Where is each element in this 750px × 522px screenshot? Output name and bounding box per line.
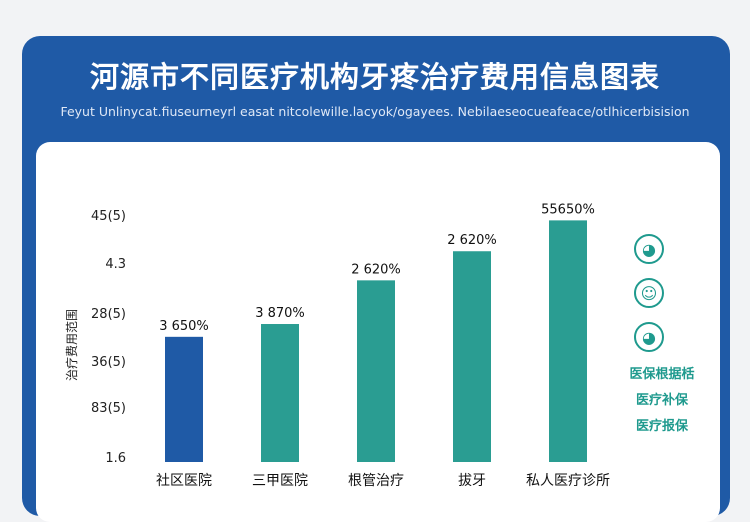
legend: ◕ ☺ ◕ 医保根据栝 医疗补保 医疗报保 [606, 234, 718, 444]
tooth-icon: ◕ [634, 234, 664, 264]
legend-label-3: 医疗报保 [635, 419, 688, 434]
bar-value-label-4: 2 620% [447, 233, 497, 248]
bar-value-label-2: 3 870% [255, 306, 305, 321]
y-axis-label: 治疗费用范围 [65, 309, 79, 381]
x-tick-label-3: 根管治疗 [348, 473, 404, 489]
bar-3 [357, 280, 395, 462]
bar-value-label-5: 55650% [541, 202, 595, 217]
bar-5 [549, 220, 587, 462]
y-tick-label-5: 4.3 [105, 257, 126, 272]
y-tick-label-1: 1.6 [105, 451, 126, 466]
dental-care-icon: ◕ [634, 322, 664, 352]
bar-value-label-1: 3 650% [159, 319, 209, 334]
x-tick-label-5: 私人医疗诊所 [526, 473, 610, 489]
y-tick-label-2: 83(5) [91, 401, 126, 416]
bar-2 [261, 324, 299, 462]
y-tick-label-4: 28(5) [91, 307, 126, 322]
x-tick-label-2: 三甲医院 [252, 473, 308, 489]
bar-value-label-3: 2 620% [351, 262, 401, 277]
bar-chart: 1.6 83(5) 36(5) 28(5) 4.3 45(5) 治疗费用范围 3 650%… [65, 202, 610, 489]
legend-label-2: 医疗补保 [635, 393, 688, 408]
y-tick-label-3: 36(5) [91, 355, 126, 370]
x-tick-label-1: 社区医院 [156, 473, 212, 489]
chart-title: 河源市不同医疗机构牙疼治疗费用信息图表 [89, 60, 660, 94]
chart-subtitle: Feyut Unlinycat.fiuseurneyrl easat nitco… [60, 104, 690, 119]
y-tick-label-6: 45(5) [91, 209, 126, 224]
x-tick-label-4: 拔牙 [458, 473, 486, 489]
legend-label-1: 医保根据栝 [629, 367, 695, 382]
bar-1 [165, 336, 203, 462]
smile-icon: ☺ [634, 278, 664, 308]
bar-4 [453, 251, 491, 462]
